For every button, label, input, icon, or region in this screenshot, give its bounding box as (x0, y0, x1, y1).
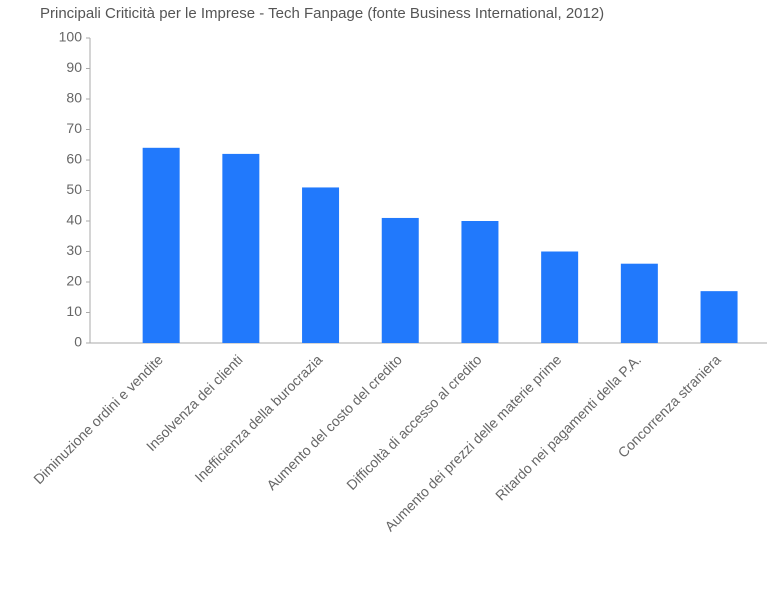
bar (302, 187, 340, 343)
y-tick-label: 20 (66, 273, 82, 289)
bar (381, 217, 419, 343)
x-tick-label: Aumento del costo del credito (263, 351, 405, 493)
bar (142, 147, 180, 343)
bar (461, 221, 499, 343)
x-tick-label: Inefficienza della burocrazia (191, 351, 325, 485)
x-tick-label: Difficoltà di accesso al credito (343, 351, 485, 493)
x-tick-label: Diminuzione ordini e vendite (30, 351, 166, 487)
y-tick-label: 80 (66, 90, 82, 106)
y-tick-label: 30 (66, 242, 82, 258)
bar (700, 291, 738, 343)
y-tick-label: 40 (66, 212, 82, 228)
bar (222, 153, 260, 343)
y-tick-label: 0 (74, 334, 82, 350)
chart-title: Principali Criticità per le Imprese - Te… (40, 5, 604, 22)
x-tick-label: Aumento dei prezzi delle materie prime (381, 351, 564, 534)
x-tick-label: Ritardo nei pagamenti della P.A. (492, 351, 644, 503)
y-tick-label: 10 (66, 303, 82, 319)
bar (620, 263, 658, 343)
y-tick-label: 60 (66, 151, 82, 167)
y-tick-label: 70 (66, 120, 82, 136)
y-tick-label: 50 (66, 181, 82, 197)
y-tick-label: 90 (66, 59, 82, 75)
y-tick-label: 100 (59, 29, 83, 45)
bar (541, 251, 579, 343)
